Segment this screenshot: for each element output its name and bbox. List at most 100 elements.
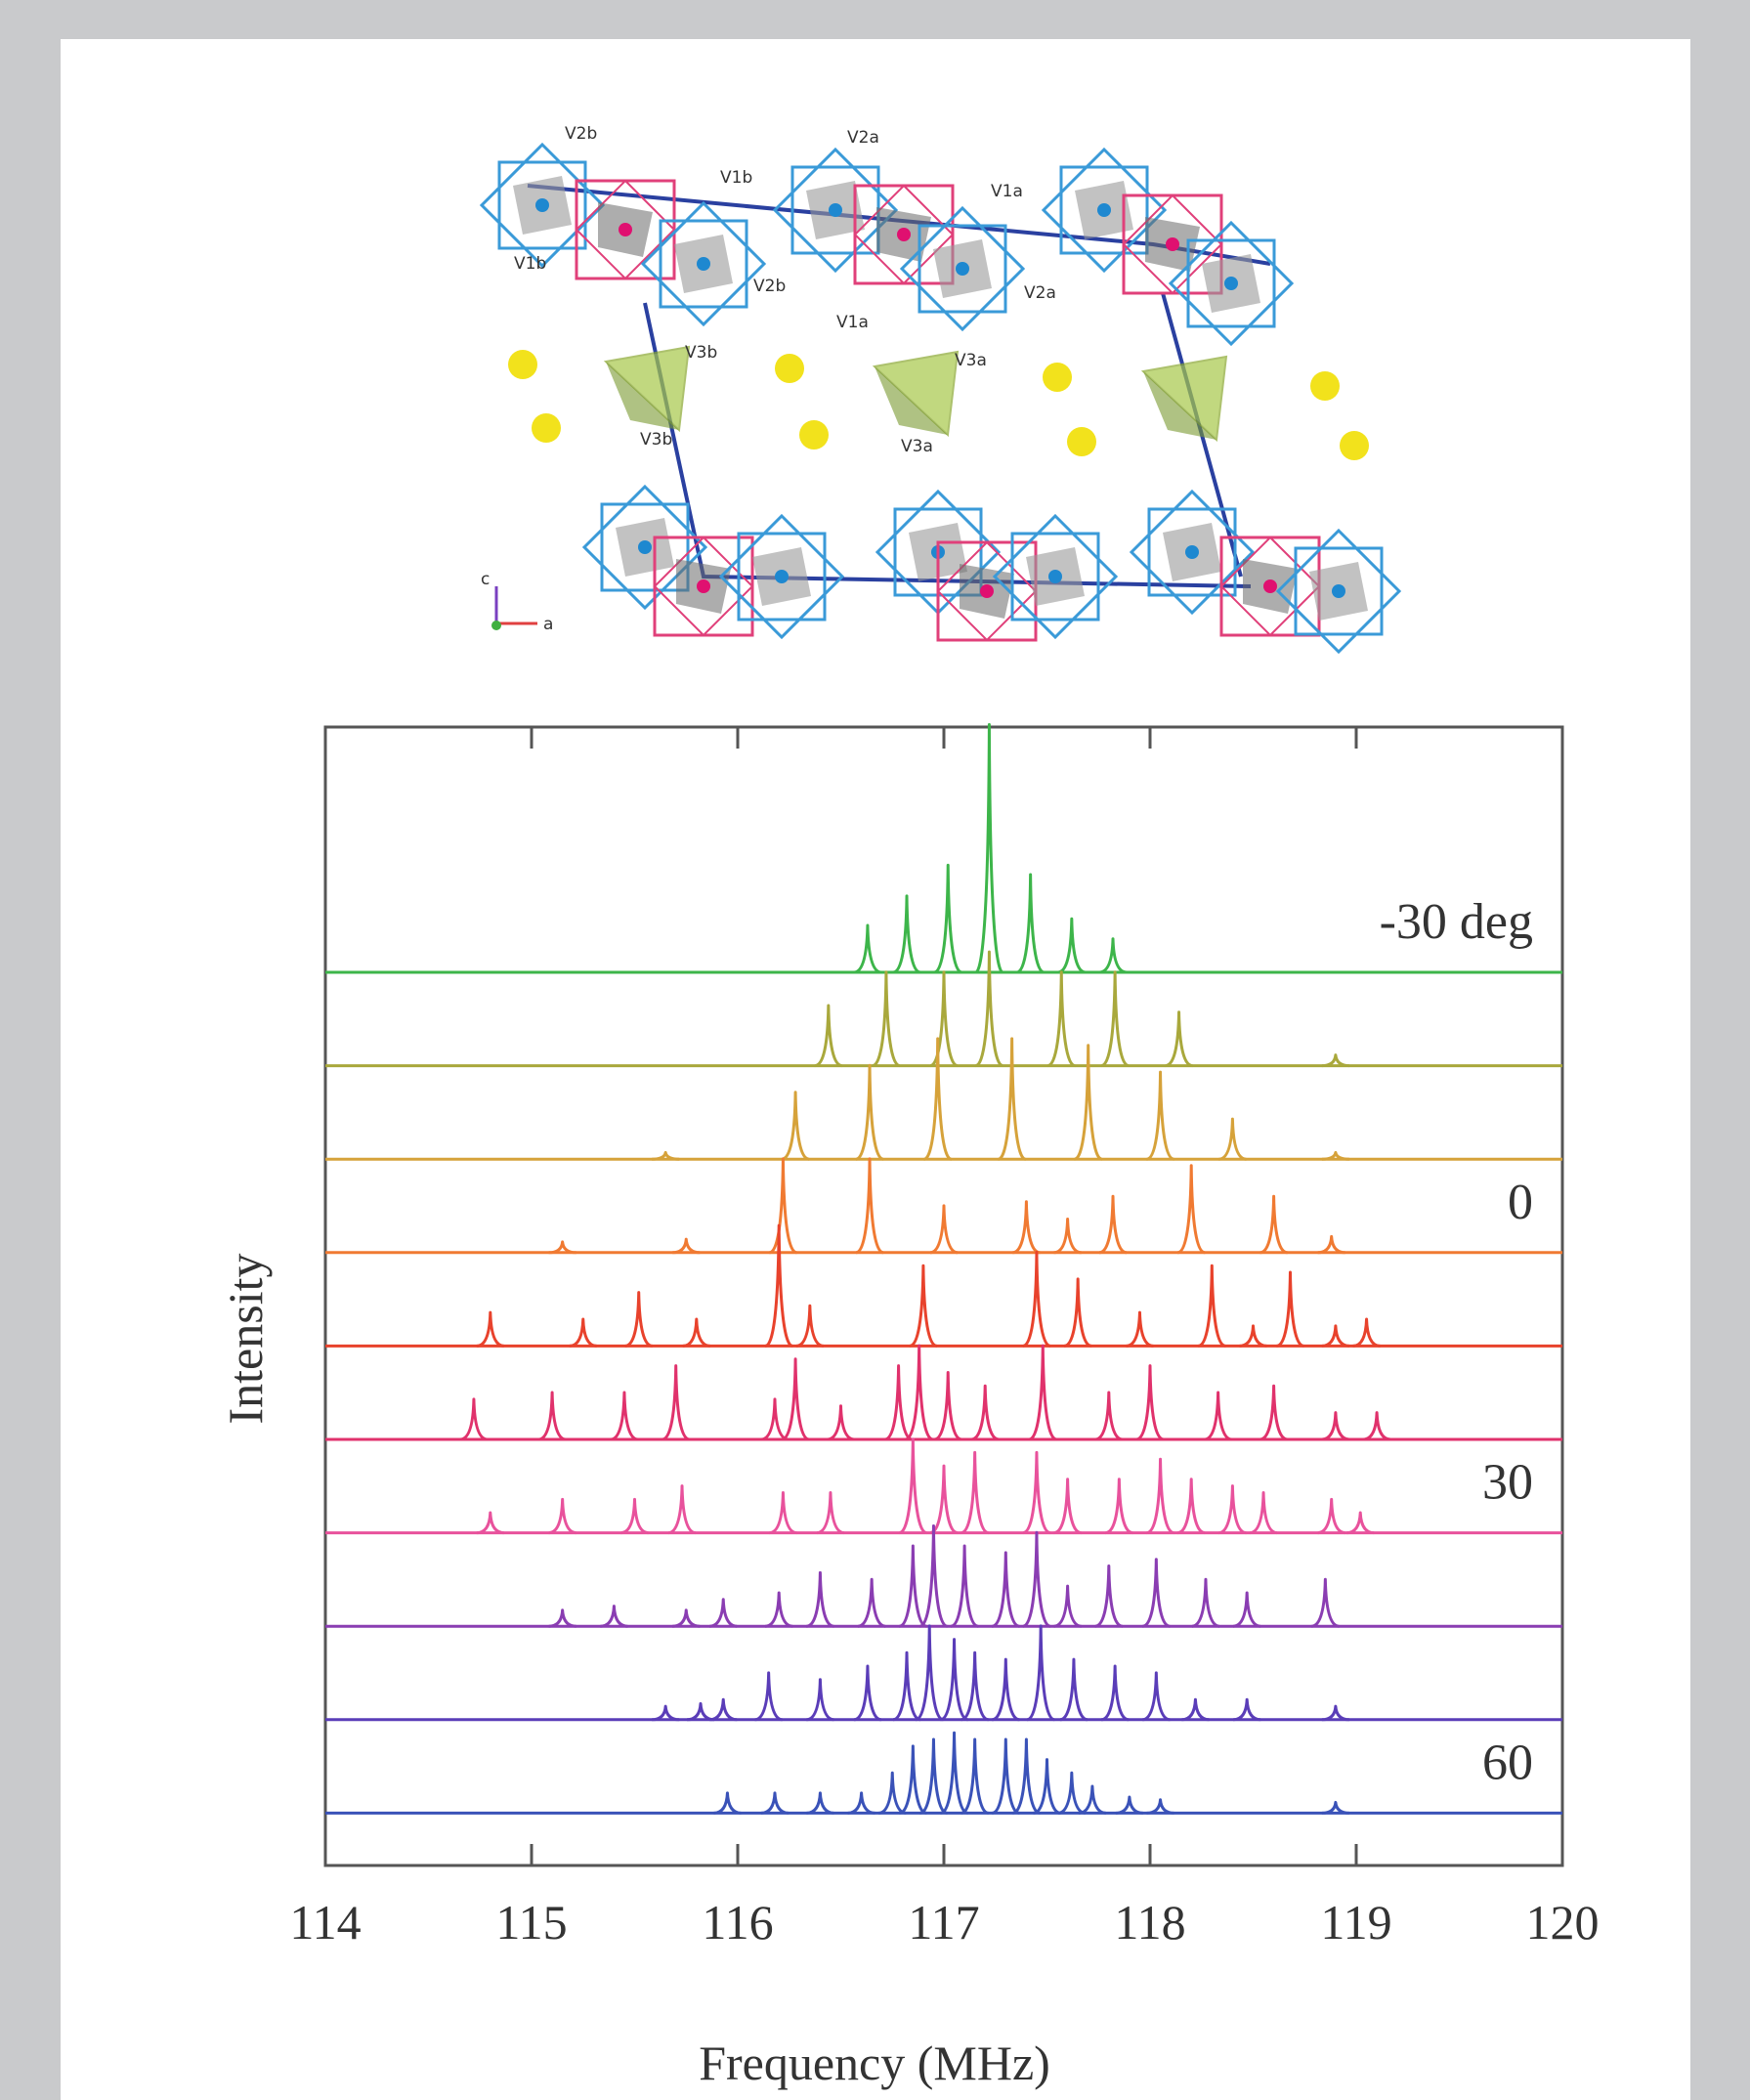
peak — [1022, 1530, 1051, 1628]
peak — [1218, 1117, 1247, 1161]
series-label: -30 deg — [1380, 894, 1533, 950]
peak — [1094, 1564, 1124, 1628]
peak — [768, 1157, 797, 1255]
peak — [1191, 1577, 1220, 1628]
peak — [806, 1570, 834, 1628]
peak — [1176, 1478, 1206, 1535]
peak — [950, 1544, 979, 1628]
peak — [1276, 1270, 1304, 1348]
peak — [1100, 1664, 1130, 1722]
peak — [933, 863, 962, 974]
peak — [898, 1744, 927, 1815]
peak — [915, 1624, 944, 1722]
x-axis-title: Frequency (MHz) — [699, 2036, 1050, 2090]
peak — [548, 1240, 576, 1255]
structure-label: V1a — [991, 182, 1023, 201]
peak — [892, 1650, 921, 1722]
peak — [652, 1704, 680, 1722]
peak — [667, 1484, 697, 1535]
peak — [764, 1591, 793, 1628]
peak — [1181, 1697, 1210, 1722]
peak — [672, 1237, 701, 1255]
peak — [905, 1344, 934, 1441]
peak — [974, 950, 1003, 1068]
x-tick-label: 120 — [1526, 1895, 1600, 1950]
peak — [709, 1697, 738, 1722]
structure-label: V2b — [753, 277, 786, 296]
structure-label: V3a — [901, 437, 933, 456]
peak — [877, 1771, 907, 1815]
peak — [600, 1605, 628, 1628]
peak — [991, 1737, 1020, 1815]
peak — [1053, 1478, 1082, 1535]
peak — [713, 1791, 742, 1815]
peak — [760, 1791, 790, 1815]
structure-label: V2a — [847, 128, 879, 148]
peak — [682, 1317, 710, 1348]
x-tick-label: 116 — [702, 1895, 773, 1950]
axis-letter: c — [481, 570, 490, 589]
peak — [1115, 1795, 1144, 1815]
x-tick-label: 117 — [908, 1895, 979, 1950]
peak — [806, 1791, 834, 1815]
peak — [1197, 1264, 1226, 1348]
peak — [1259, 1384, 1288, 1441]
peak — [1033, 1758, 1061, 1815]
peak — [1239, 1324, 1267, 1348]
structure-label: V1a — [836, 313, 869, 332]
peak — [1321, 1150, 1349, 1161]
peak — [1022, 1450, 1051, 1535]
peak — [940, 1638, 969, 1722]
peak — [872, 970, 901, 1068]
spectra-plot: 114 115 116 117 118 119 120 -30 deg 0 30 60 — [289, 723, 1600, 1950]
peak — [760, 1397, 790, 1441]
peak — [974, 723, 1004, 974]
peak — [1141, 1671, 1171, 1722]
peak — [1098, 1194, 1128, 1255]
structure-label: V2a — [1024, 283, 1056, 303]
peak — [1346, 1511, 1375, 1535]
peak — [998, 1037, 1027, 1161]
peak — [1146, 1070, 1175, 1161]
peak — [569, 1317, 597, 1348]
peak — [855, 1063, 884, 1161]
peak — [827, 1404, 855, 1441]
peak — [1022, 1251, 1051, 1348]
peak — [806, 1678, 834, 1722]
panel — [61, 39, 1690, 2100]
peak — [1059, 1657, 1088, 1722]
crystal-structure: V2b V1b V2a V1a V1b V2b V1a V2a V3b V3a … — [480, 124, 1401, 654]
peak — [1057, 917, 1087, 974]
peak — [960, 1650, 990, 1722]
peak — [1233, 1697, 1261, 1722]
peak — [1012, 1200, 1041, 1255]
peak — [857, 1577, 886, 1628]
peak — [1362, 1411, 1391, 1441]
axis-letter: a — [543, 615, 553, 634]
peak — [1311, 1577, 1340, 1628]
peak — [476, 1511, 504, 1535]
peak — [1046, 970, 1076, 1068]
peak — [1321, 1704, 1349, 1722]
peak — [548, 1497, 576, 1535]
peak — [1204, 1391, 1232, 1441]
peak — [1011, 1737, 1041, 1815]
peak — [709, 1598, 738, 1628]
peak — [764, 1223, 793, 1348]
peak — [1026, 1624, 1055, 1722]
peak — [1063, 1277, 1092, 1348]
peak — [814, 1004, 843, 1068]
peak — [686, 1701, 715, 1722]
peak — [610, 1391, 639, 1441]
structure-label: V3b — [685, 343, 717, 363]
peak — [1126, 1310, 1154, 1348]
peak — [1259, 1194, 1288, 1255]
peak — [918, 1523, 948, 1628]
peak — [1165, 1010, 1193, 1068]
peak — [1321, 1411, 1350, 1441]
peak — [898, 1544, 927, 1628]
peak — [1146, 1457, 1174, 1535]
peak — [1352, 1317, 1381, 1348]
x-tick-label: 114 — [289, 1895, 361, 1950]
